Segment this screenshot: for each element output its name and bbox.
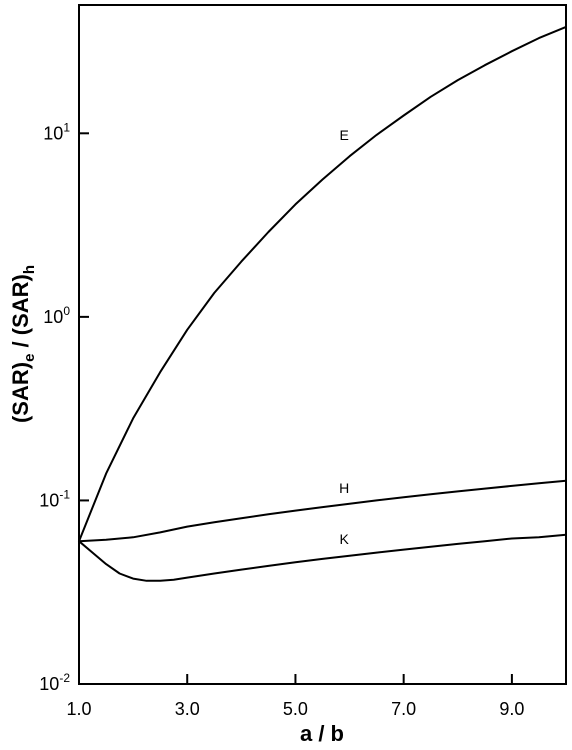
series-line-e xyxy=(78,25,567,543)
y-axis-label-slash: / (SAR) xyxy=(8,274,33,353)
y-axis-label-sub-e: e xyxy=(21,354,38,362)
series-line-k xyxy=(78,533,567,582)
x-tick-label: 7.0 xyxy=(391,699,416,719)
y-axis-ticks: 10-2 10-1 100 101 xyxy=(39,120,89,694)
y-axis-label: (SAR)e / (SAR)h xyxy=(8,265,38,423)
series-label-e: E xyxy=(339,127,348,143)
y-axis-label-sub-h: h xyxy=(21,265,38,274)
y-axis-label-open: (SAR) xyxy=(8,362,33,423)
x-tick-label: 5.0 xyxy=(283,699,308,719)
series-layer: E H K xyxy=(78,25,567,582)
plot-frame xyxy=(78,4,567,685)
x-tick-label: 3.0 xyxy=(175,699,200,719)
series-label-k: K xyxy=(339,531,349,547)
y-tick-label: 100 xyxy=(43,304,70,327)
series-line-h xyxy=(78,479,567,543)
x-tick-label: 9.0 xyxy=(499,699,524,719)
x-axis-label: a / b xyxy=(300,721,344,746)
y-tick-label: 10-2 xyxy=(39,671,70,694)
x-axis-ticks: 1.0 3.0 5.0 7.0 9.0 xyxy=(66,674,524,719)
x-tick-label: 1.0 xyxy=(66,699,91,719)
y-tick-label: 101 xyxy=(43,120,70,143)
series-label-h: H xyxy=(339,480,349,496)
y-tick-label: 10-1 xyxy=(39,487,70,510)
